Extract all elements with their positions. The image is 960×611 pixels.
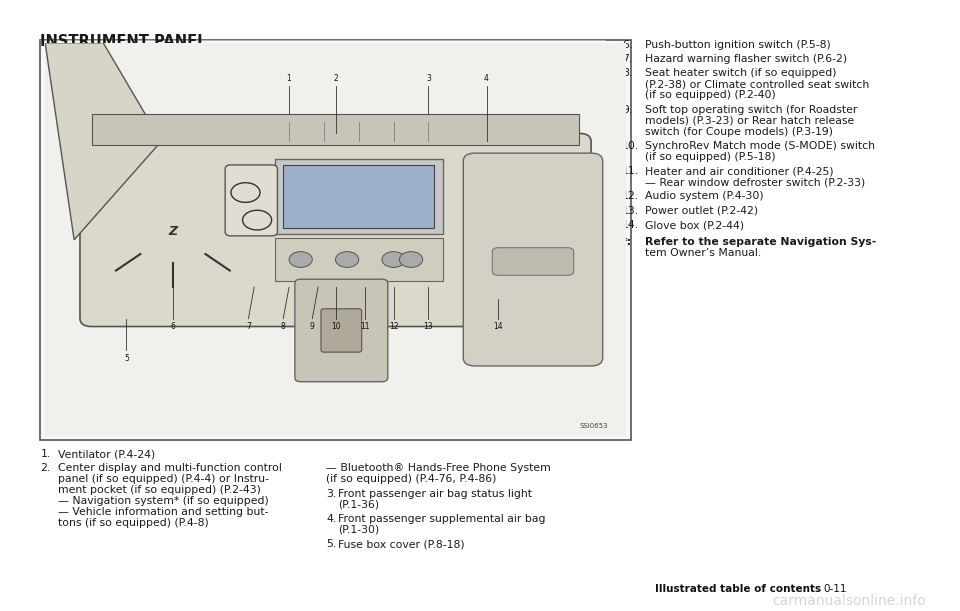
Circle shape <box>289 252 312 268</box>
Text: *:: *: <box>622 236 633 247</box>
Text: 5.: 5. <box>326 540 337 549</box>
FancyBboxPatch shape <box>464 153 603 366</box>
Text: switch (for Coupe models) (P.3-19): switch (for Coupe models) (P.3-19) <box>645 126 833 137</box>
FancyBboxPatch shape <box>275 159 443 234</box>
Text: Hazard warning flasher switch (P.6-2): Hazard warning flasher switch (P.6-2) <box>645 54 848 64</box>
Text: — Navigation system* (if so equipped): — Navigation system* (if so equipped) <box>58 496 269 507</box>
Text: 6.: 6. <box>622 40 633 49</box>
Text: — Vehicle information and setting but-: — Vehicle information and setting but- <box>58 507 268 518</box>
Circle shape <box>399 252 422 268</box>
FancyBboxPatch shape <box>226 165 277 236</box>
Polygon shape <box>45 43 161 240</box>
Text: Z: Z <box>168 225 178 238</box>
Text: (P.1-30): (P.1-30) <box>338 525 379 535</box>
Text: 11: 11 <box>360 322 370 331</box>
Text: 9.: 9. <box>622 104 633 115</box>
Text: Fuse box cover (P.8-18): Fuse box cover (P.8-18) <box>338 540 465 549</box>
Text: 0-11: 0-11 <box>824 584 847 594</box>
Text: Illustrated table of contents: Illustrated table of contents <box>655 584 821 594</box>
Text: 12.: 12. <box>622 191 639 202</box>
Text: Front passenger supplemental air bag: Front passenger supplemental air bag <box>338 514 545 524</box>
Text: ment pocket (if so equipped) (P.2-43): ment pocket (if so equipped) (P.2-43) <box>58 485 260 496</box>
Text: 6: 6 <box>171 322 176 331</box>
Text: Audio system (P.4-30): Audio system (P.4-30) <box>645 191 764 202</box>
Text: 10: 10 <box>330 322 341 331</box>
Text: Power outlet (P.2-42): Power outlet (P.2-42) <box>645 206 758 216</box>
Text: panel (if so equipped) (P.4-4) or Instru-: panel (if so equipped) (P.4-4) or Instru… <box>58 474 269 485</box>
Text: 13: 13 <box>423 322 433 331</box>
Text: carmanualsonline.info: carmanualsonline.info <box>773 594 926 608</box>
Text: Soft top operating switch (for Roadster: Soft top operating switch (for Roadster <box>645 104 857 115</box>
FancyBboxPatch shape <box>295 279 388 382</box>
FancyBboxPatch shape <box>40 40 631 440</box>
Text: 11.: 11. <box>622 166 639 176</box>
Circle shape <box>336 252 359 268</box>
Text: INSTRUMENT PANEL: INSTRUMENT PANEL <box>40 34 206 49</box>
Text: Front passenger air bag status light: Front passenger air bag status light <box>338 489 532 499</box>
FancyBboxPatch shape <box>91 114 580 145</box>
Text: — Bluetooth® Hands-Free Phone System: — Bluetooth® Hands-Free Phone System <box>326 463 551 474</box>
Text: 5: 5 <box>124 354 129 362</box>
Text: Ventilator (P.4-24): Ventilator (P.4-24) <box>58 449 155 459</box>
FancyBboxPatch shape <box>80 133 591 326</box>
Text: 1.: 1. <box>40 449 51 459</box>
Text: SynchroRev Match mode (S-MODE) switch: SynchroRev Match mode (S-MODE) switch <box>645 141 876 151</box>
Text: (if so equipped) (P.4-76, P.4-86): (if so equipped) (P.4-76, P.4-86) <box>326 474 496 485</box>
Text: 4.: 4. <box>326 514 337 524</box>
Text: Push-button ignition switch (P.5-8): Push-button ignition switch (P.5-8) <box>645 40 830 49</box>
Text: Seat heater switch (if so equipped): Seat heater switch (if so equipped) <box>645 68 836 78</box>
Text: Center display and multi-function control: Center display and multi-function contro… <box>58 463 281 474</box>
Text: tem Owner’s Manual.: tem Owner’s Manual. <box>645 247 761 258</box>
Circle shape <box>382 252 405 268</box>
Text: 7.: 7. <box>622 54 633 64</box>
Text: 3: 3 <box>426 74 431 82</box>
Text: 14: 14 <box>493 322 503 331</box>
FancyBboxPatch shape <box>283 165 434 228</box>
Text: tons (if so equipped) (P.4-8): tons (if so equipped) (P.4-8) <box>58 518 208 529</box>
Text: (if so equipped) (P.2-40): (if so equipped) (P.2-40) <box>645 90 776 100</box>
Text: models) (P.3-23) or Rear hatch release: models) (P.3-23) or Rear hatch release <box>645 115 854 126</box>
Text: (P.1-36): (P.1-36) <box>338 500 379 510</box>
Text: 12: 12 <box>389 322 398 331</box>
Text: 8: 8 <box>281 322 286 331</box>
Text: 2: 2 <box>333 74 338 82</box>
Text: (if so equipped) (P.5-18): (if so equipped) (P.5-18) <box>645 152 776 162</box>
Text: 10.: 10. <box>622 141 639 151</box>
Text: SSI0653: SSI0653 <box>580 423 609 429</box>
Text: 3.: 3. <box>326 489 337 499</box>
Text: 8.: 8. <box>622 68 633 78</box>
Text: 13.: 13. <box>622 206 639 216</box>
FancyBboxPatch shape <box>275 238 443 281</box>
Text: 4: 4 <box>484 74 489 82</box>
Text: 2.: 2. <box>40 463 51 474</box>
Text: 9: 9 <box>310 322 315 331</box>
Text: Heater and air conditioner (P.4-25): Heater and air conditioner (P.4-25) <box>645 166 833 176</box>
Text: 7: 7 <box>246 322 251 331</box>
FancyBboxPatch shape <box>492 247 574 276</box>
Text: 14.: 14. <box>622 220 639 230</box>
Text: Glove box (P.2-44): Glove box (P.2-44) <box>645 220 744 230</box>
Text: Refer to the separate Navigation Sys-: Refer to the separate Navigation Sys- <box>645 236 876 247</box>
FancyBboxPatch shape <box>321 309 362 352</box>
Text: (P.2-38) or Climate controlled seat switch: (P.2-38) or Climate controlled seat swit… <box>645 79 870 89</box>
Text: — Rear window defroster switch (P.2-33): — Rear window defroster switch (P.2-33) <box>645 177 865 187</box>
Text: 1: 1 <box>287 74 292 82</box>
